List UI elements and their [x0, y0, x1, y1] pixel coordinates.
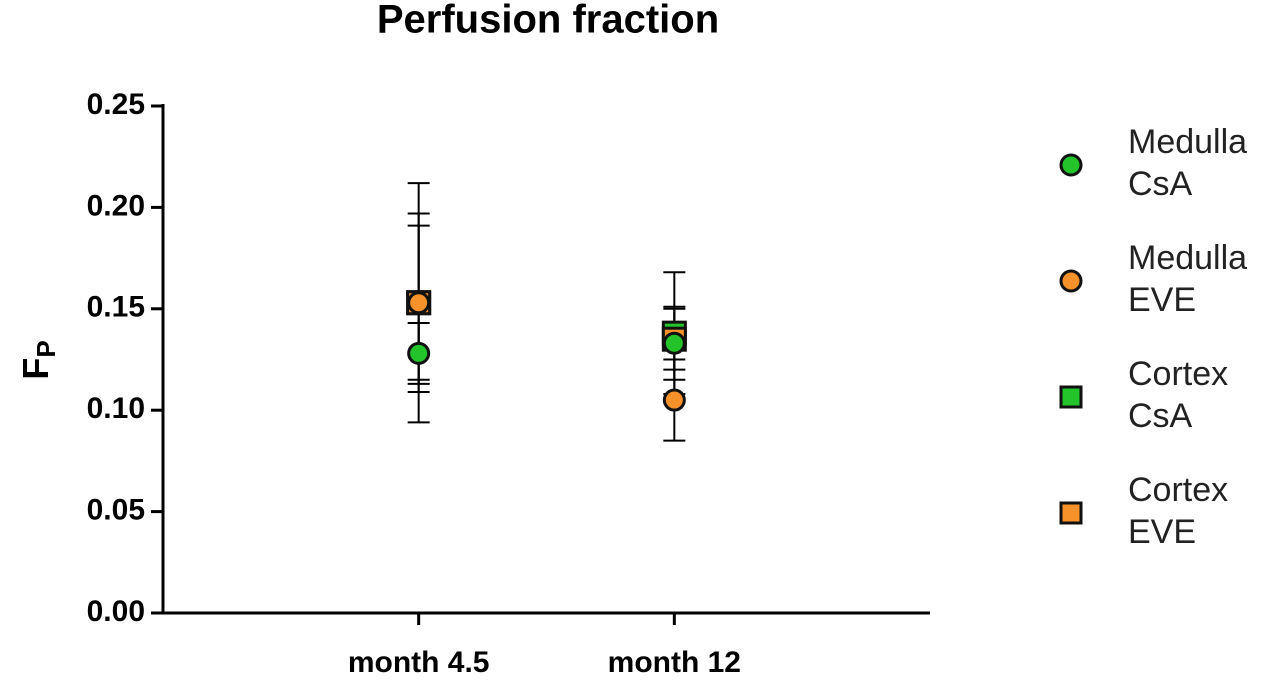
- y-axis-label: FP: [15, 340, 61, 379]
- y-tick-label: 0.05: [87, 494, 145, 527]
- y-tick-label: 0.00: [87, 595, 145, 628]
- x-tick-label: month 12: [608, 646, 741, 679]
- legend-marker: [1059, 385, 1083, 409]
- y-tick-label: 0.10: [87, 392, 145, 425]
- legend-label: Medulla EVE: [1128, 239, 1248, 319]
- legend-marker: [1059, 269, 1083, 293]
- legend-label: Medulla CsA: [1128, 123, 1248, 203]
- point: [662, 388, 686, 412]
- legend-marker: [1059, 501, 1083, 525]
- y-tick-label: 0.25: [87, 88, 145, 121]
- legend-marker: [1059, 153, 1083, 177]
- y-label-sub: P: [31, 340, 61, 357]
- y-tick-label: 0.20: [87, 189, 145, 222]
- x-tick-label: month 4.5: [348, 646, 490, 679]
- point: [662, 331, 686, 355]
- legend-label: Cortex CsA: [1128, 355, 1229, 435]
- point: [407, 341, 431, 365]
- legend-label: Cortex EVE: [1128, 471, 1229, 551]
- point: [407, 291, 431, 315]
- chart-title: Perfusion fraction: [377, 0, 719, 42]
- y-tick-label: 0.15: [87, 291, 145, 324]
- y-label-main: F: [15, 358, 56, 380]
